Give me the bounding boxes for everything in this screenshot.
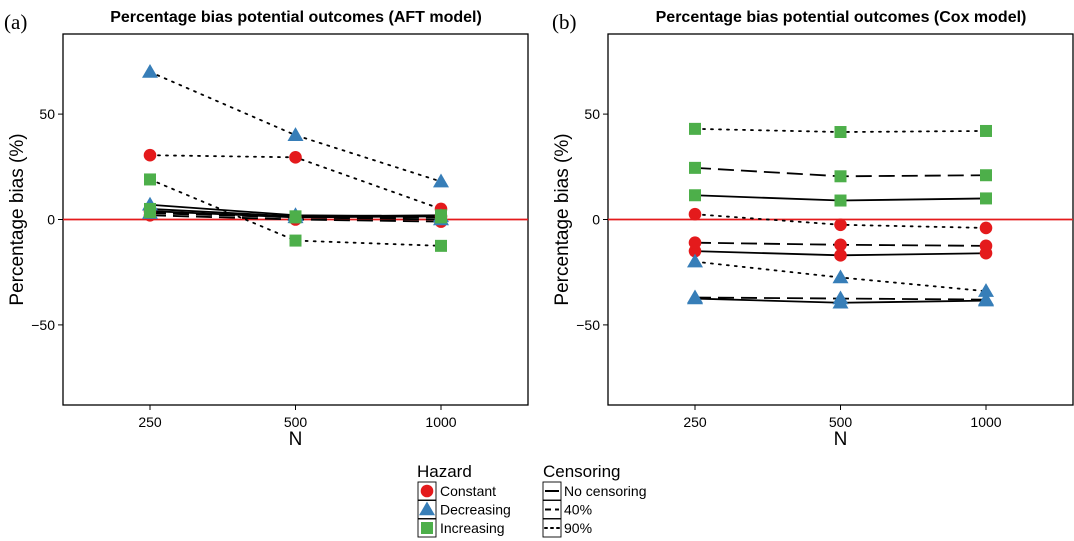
data-point <box>979 221 993 235</box>
panel-aft: (a) Percentage bias potential outcomes (A… <box>4 9 529 450</box>
data-point <box>978 291 994 306</box>
circle-icon <box>420 484 434 498</box>
legend-key-box <box>542 518 562 538</box>
legend-key-box <box>542 481 562 501</box>
data-point <box>689 189 701 202</box>
legend-hazard-title: Hazard <box>417 462 472 481</box>
panel-cox: (b) Percentage bias potential outcomes (C… <box>552 9 1074 450</box>
legend-key-box <box>417 500 437 519</box>
legend: Hazard Constant Decreasing Increasing Censor… <box>417 462 647 538</box>
legend-key-box <box>542 500 562 519</box>
series-markers <box>687 122 994 309</box>
square-icon <box>421 522 433 534</box>
data-point <box>142 63 158 78</box>
data-point <box>687 289 703 304</box>
legend-hazard-label: Decreasing <box>440 502 511 518</box>
data-point <box>289 151 302 164</box>
x-axis-label: N <box>289 429 303 450</box>
legend-hazard-label: Constant <box>440 483 496 499</box>
chart-title: Percentage bias potential outcomes (AFT … <box>110 9 482 26</box>
data-point <box>144 173 156 186</box>
x-axis-label: N <box>834 429 848 450</box>
legend-key-box <box>417 481 437 501</box>
data-point <box>834 218 847 232</box>
panel-tag: (b) <box>552 10 577 34</box>
data-point <box>834 249 847 262</box>
series-markers <box>142 63 449 252</box>
panel-tag: (a) <box>4 10 27 34</box>
data-point <box>433 173 449 188</box>
x-tick-label: 250 <box>683 414 707 430</box>
data-point <box>289 234 302 247</box>
data-point <box>289 211 302 224</box>
data-point <box>832 290 849 305</box>
legend-censoring-label: 40% <box>564 502 592 518</box>
data-point <box>834 238 847 252</box>
legend-censoring-label: No censoring <box>564 483 647 499</box>
y-tick-label: 50 <box>584 106 600 122</box>
data-point <box>689 122 701 135</box>
series-line <box>149 71 442 183</box>
data-point <box>689 161 701 174</box>
x-tick-label: 500 <box>284 414 308 430</box>
data-point <box>834 126 847 139</box>
data-point <box>287 127 304 141</box>
data-point <box>980 169 992 182</box>
data-point <box>979 239 993 253</box>
data-point <box>834 170 847 183</box>
data-point <box>980 124 992 137</box>
y-tick-label: 0 <box>47 212 55 228</box>
data-point <box>687 253 703 268</box>
y-tick-label: −50 <box>31 317 55 333</box>
legend-hazard-label: Increasing <box>440 520 505 536</box>
chart-title: Percentage bias potential outcomes (Cox … <box>656 9 1027 26</box>
legend-censoring-title: Censoring <box>543 462 621 481</box>
data-point <box>143 148 157 162</box>
x-tick-label: 250 <box>138 414 162 430</box>
x-tick-label: 1000 <box>970 414 1001 430</box>
y-axis-label: Percentage bias (%) <box>7 133 28 305</box>
data-point <box>688 236 702 249</box>
legend-censoring-label: 90% <box>564 520 592 536</box>
data-point <box>144 206 156 219</box>
y-axis-label: Percentage bias (%) <box>552 133 573 305</box>
y-tick-label: 50 <box>39 106 55 122</box>
x-tick-label: 1000 <box>425 414 456 430</box>
data-point <box>832 269 849 284</box>
x-tick-label: 500 <box>829 414 853 430</box>
y-tick-label: −50 <box>576 317 600 333</box>
data-point <box>688 207 702 221</box>
data-point <box>834 194 847 207</box>
y-tick-label: 0 <box>592 212 600 228</box>
legend-key-box <box>417 518 437 538</box>
data-point <box>435 211 447 224</box>
data-point <box>980 192 992 205</box>
data-point <box>978 283 994 297</box>
triangle-icon <box>419 501 435 516</box>
data-point <box>435 239 447 252</box>
